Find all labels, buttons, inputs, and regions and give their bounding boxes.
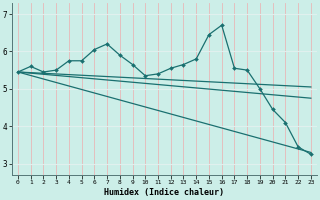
X-axis label: Humidex (Indice chaleur): Humidex (Indice chaleur) [104, 188, 224, 197]
